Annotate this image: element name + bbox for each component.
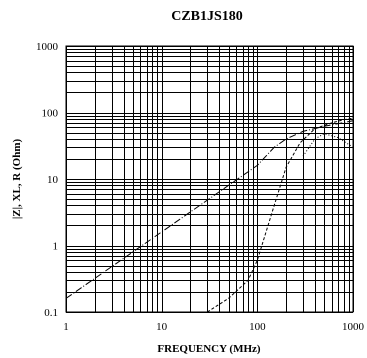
y-tick-labels: 0.1 1 10 100 1000 xyxy=(36,41,59,319)
chart-title: CZB1JS180 xyxy=(171,9,243,24)
series-group xyxy=(65,117,354,313)
grid xyxy=(66,46,354,313)
x-tick-label: 100 xyxy=(249,321,266,333)
series-line-3 xyxy=(302,133,354,157)
x-tick-label: 10 xyxy=(156,321,168,333)
x-tick-labels: 1 10 100 1000 xyxy=(63,321,364,333)
y-tick-label: 10 xyxy=(47,174,59,186)
series-line-2 xyxy=(207,117,354,313)
series-line-1 xyxy=(65,120,354,299)
x-tick-label: 1000 xyxy=(342,321,365,333)
x-axis-label: FREQUENCY (MHz) xyxy=(157,343,260,355)
y-tick-label: 1 xyxy=(53,241,59,253)
y-tick-label: 0.1 xyxy=(44,307,58,319)
y-tick-label: 100 xyxy=(42,108,59,120)
y-axis-label: |Z|, XL, R (Ohm) xyxy=(11,139,23,220)
plot-frame xyxy=(65,45,354,313)
x-tick-label: 1 xyxy=(63,321,69,333)
y-tick-label: 1000 xyxy=(36,41,59,53)
